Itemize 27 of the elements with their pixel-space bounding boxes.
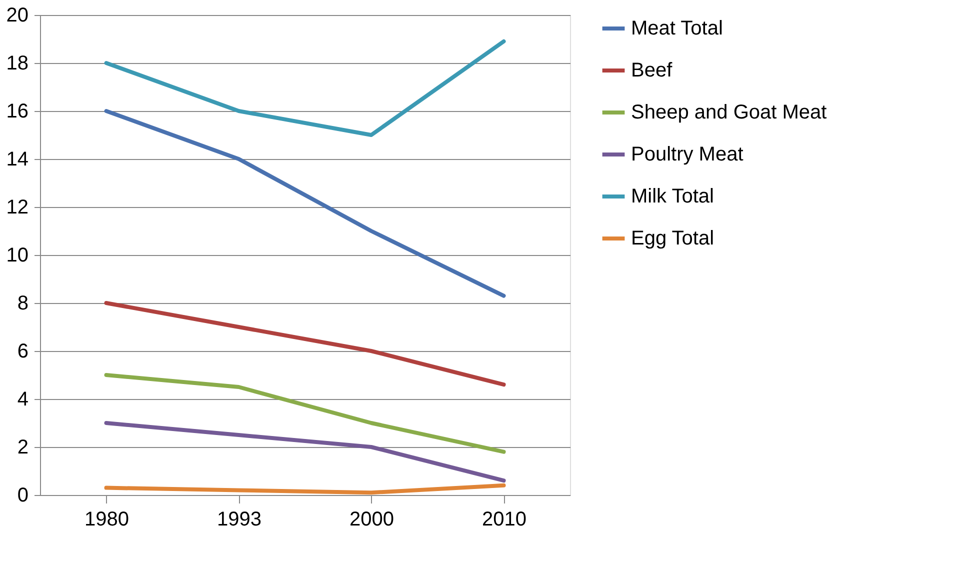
line-series bbox=[104, 483, 506, 495]
legend-label: Sheep and Goat Meat bbox=[631, 102, 828, 124]
y-tick-label: 10 bbox=[6, 244, 28, 266]
line-series bbox=[104, 39, 506, 137]
legend-label: Poultry Meat bbox=[631, 144, 744, 166]
legend-label: Milk Total bbox=[631, 186, 714, 208]
legend-label: Beef bbox=[631, 60, 673, 82]
x-tick-label: 2010 bbox=[482, 508, 526, 530]
y-tick-label: 14 bbox=[6, 148, 28, 170]
y-tick-label: 16 bbox=[6, 100, 28, 122]
y-tick-label: 12 bbox=[6, 196, 28, 218]
legend-label: Egg Total bbox=[631, 228, 714, 250]
y-tick-label: 4 bbox=[17, 388, 28, 410]
line-series bbox=[104, 421, 506, 483]
x-tick-label: 1980 bbox=[84, 508, 129, 530]
x-tick-label: 2000 bbox=[350, 508, 394, 530]
y-tick-label: 2 bbox=[17, 436, 28, 458]
line-series bbox=[104, 109, 506, 298]
y-tick-label: 20 bbox=[6, 4, 28, 26]
line-series bbox=[104, 373, 506, 454]
y-tick-label: 0 bbox=[17, 484, 28, 506]
y-tick-label: 18 bbox=[6, 52, 28, 74]
legend-label: Meat Total bbox=[631, 18, 723, 40]
x-tick-label: 1993 bbox=[217, 508, 262, 530]
y-tick-label: 8 bbox=[17, 292, 28, 314]
line-series bbox=[104, 301, 506, 387]
y-tick-label: 6 bbox=[17, 340, 28, 362]
